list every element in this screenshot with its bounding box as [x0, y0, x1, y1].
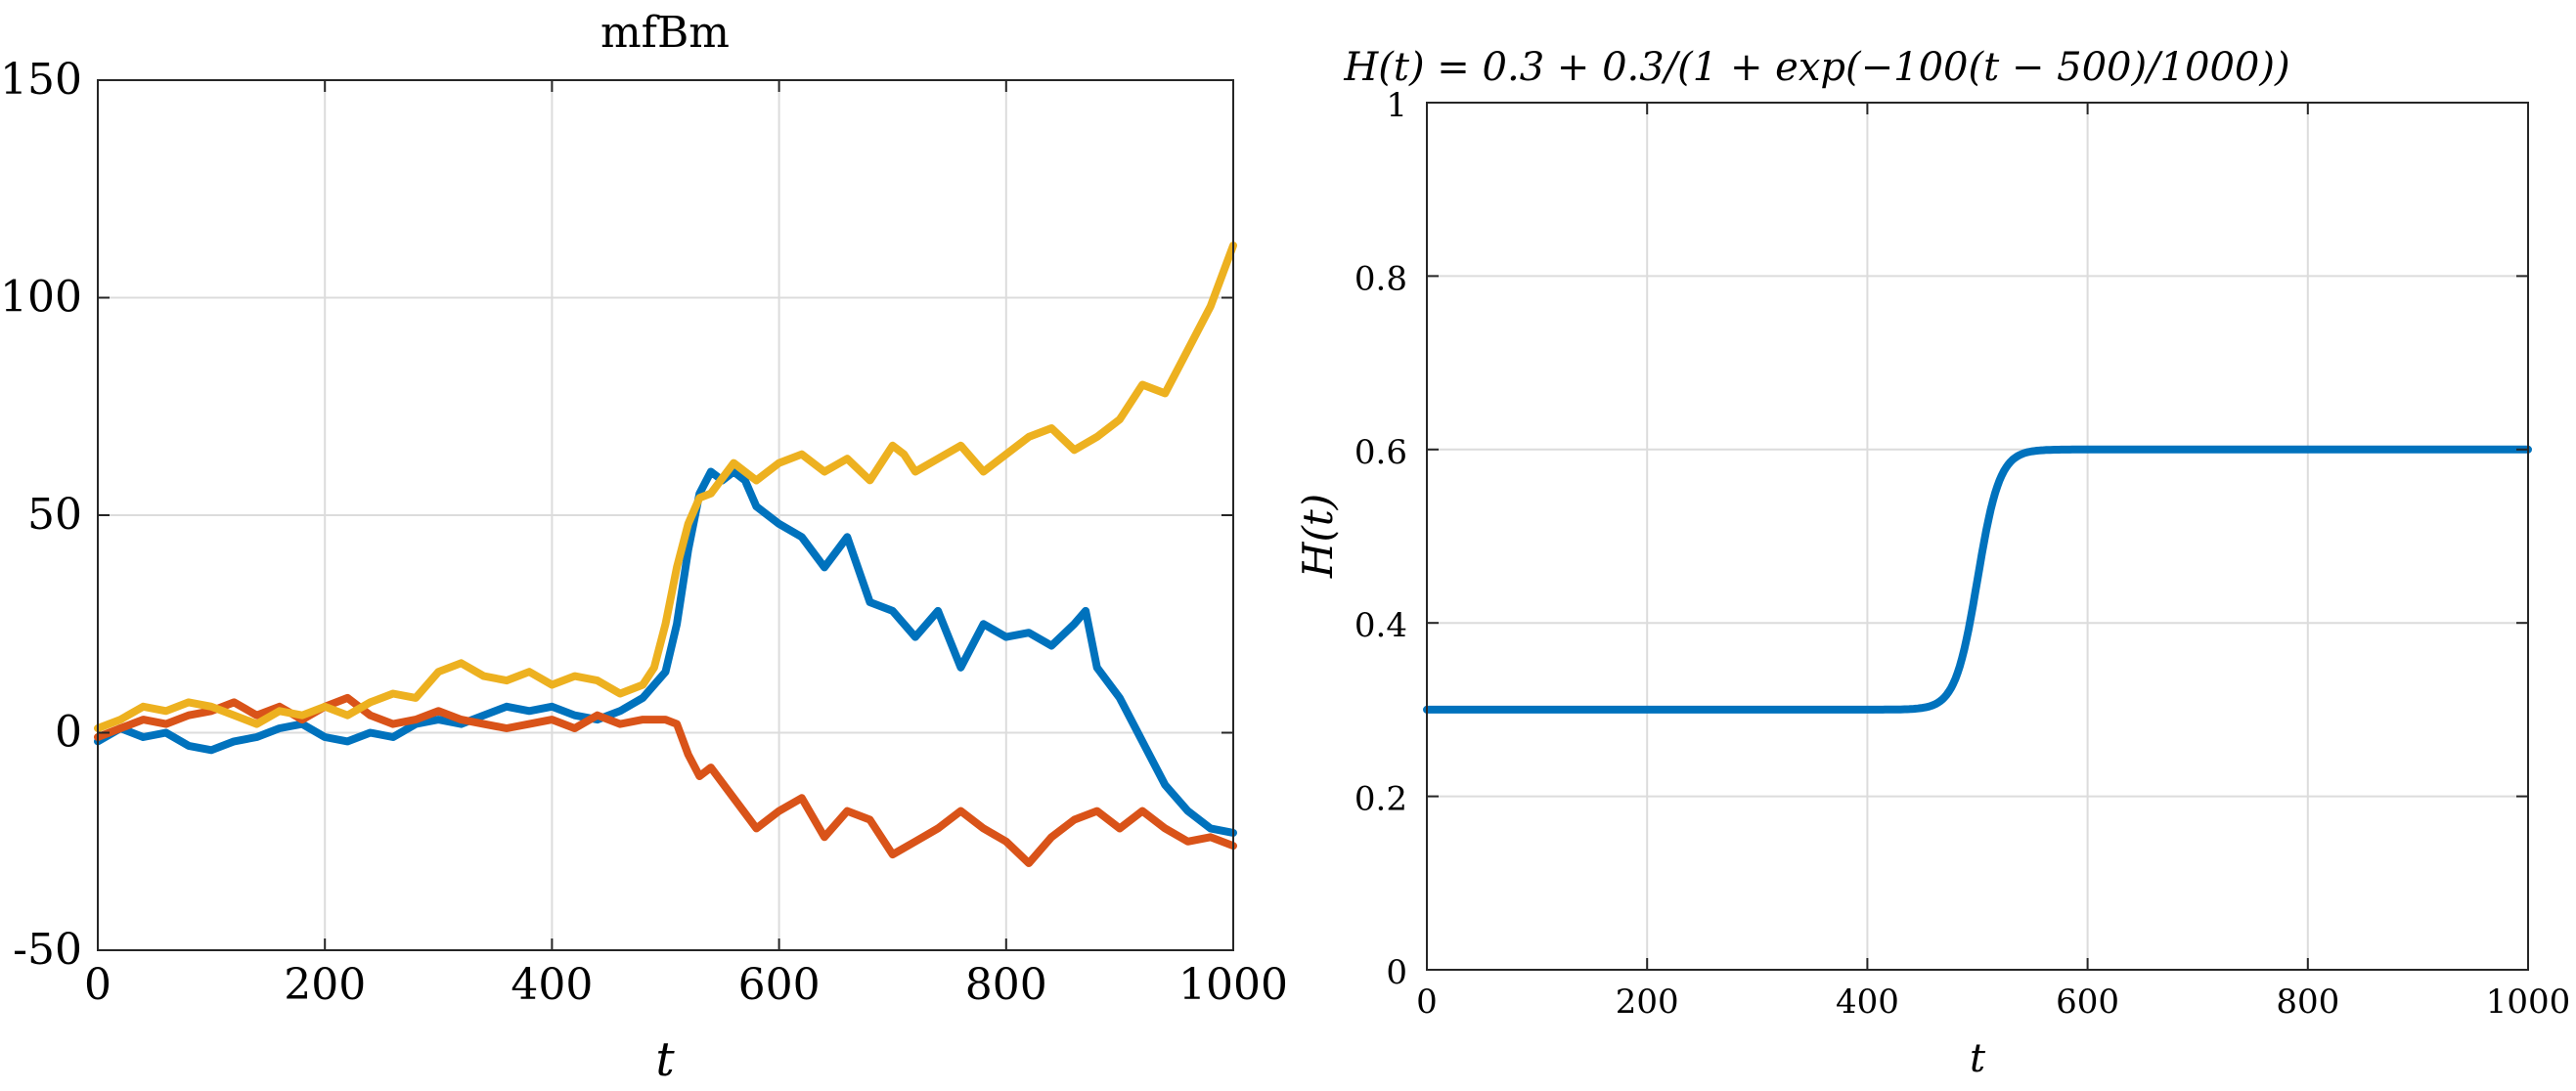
x-tick-label: 1000: [2486, 982, 2571, 1022]
y-tick-label: 0.6: [1355, 433, 1407, 472]
x-axis-label: t: [655, 1032, 675, 1087]
x-axis-label: t: [1970, 1036, 1986, 1081]
series-line-path-1: [94, 467, 1237, 837]
x-tick-label: 400: [1836, 982, 1899, 1022]
x-tick-label: 0: [1416, 982, 1438, 1022]
plot-frame: [1426, 102, 2529, 971]
y-tick-label: 100: [0, 273, 82, 323]
y-tick-label: 0.4: [1355, 606, 1407, 645]
y-tick-label: 0.8: [1355, 259, 1407, 298]
chart-title: mfBm: [600, 8, 730, 58]
x-tick-label: 400: [511, 960, 593, 1010]
x-tick-label: 0: [84, 960, 111, 1010]
y-tick-label: 150: [0, 55, 82, 105]
x-tick-label: 600: [2056, 982, 2119, 1022]
x-tick-label: 200: [284, 960, 366, 1010]
series-line-h-t-: [1423, 445, 2532, 714]
y-tick-label: 0.2: [1355, 780, 1407, 819]
grid: [97, 79, 1234, 951]
chart-ht: H(t) = 0.3 + 0.3/(1 + exp(−100(t − 500)/…: [1294, 45, 2570, 1081]
tick-group: 0 200 400 600 800 1000 0 0.2 0.4 0.6 0.8 1: [1355, 86, 2570, 1022]
y-tick-label: 0: [1386, 953, 1407, 992]
x-tick-label: 1000: [1178, 960, 1288, 1010]
y-axis-label: H(t): [1294, 494, 1342, 579]
x-tick-label: 800: [2276, 982, 2339, 1022]
x-tick-label: 200: [1616, 982, 1679, 1022]
y-tick-label: -50: [13, 925, 82, 975]
grid: [1426, 102, 2529, 971]
y-tick-label: 0: [55, 708, 82, 758]
series-group: [1423, 445, 2532, 714]
y-tick-label: 1: [1386, 86, 1407, 125]
series-line-path-2: [94, 693, 1237, 867]
series-group: [94, 241, 1237, 867]
y-tick-label: 50: [27, 490, 82, 540]
x-tick-label: 600: [738, 960, 821, 1010]
x-tick-label: 800: [965, 960, 1047, 1010]
chart-title: H(t) = 0.3 + 0.3/(1 + exp(−100(t − 500)/…: [1343, 45, 2289, 90]
series-line-path-3: [94, 241, 1237, 732]
